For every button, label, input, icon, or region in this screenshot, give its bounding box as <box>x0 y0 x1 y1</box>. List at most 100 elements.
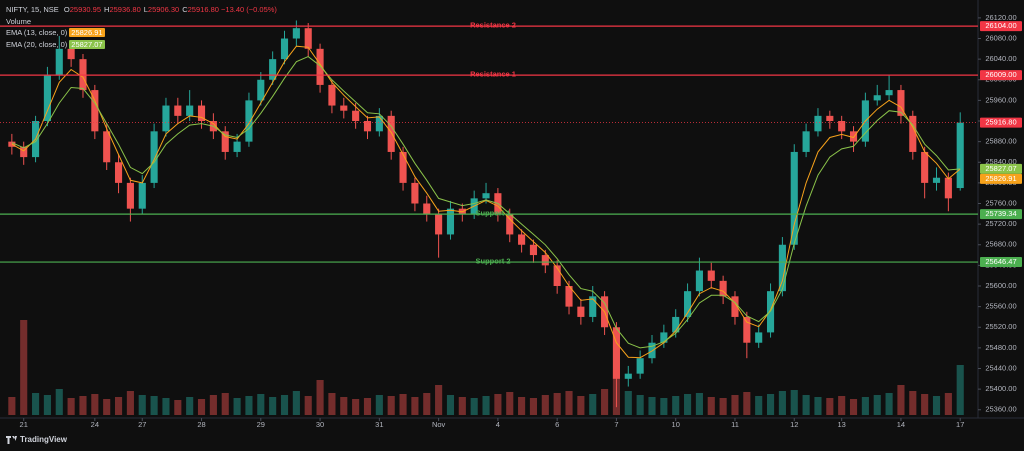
volume-bar <box>601 389 609 415</box>
legend-name: EMA (20, close, 0) <box>6 39 68 49</box>
candle-body <box>553 265 561 287</box>
ohlc-key: C <box>182 5 188 14</box>
candle-body <box>814 115 822 132</box>
candle-body <box>790 151 798 245</box>
x-tick-label: 27 <box>138 420 146 429</box>
candle-body <box>506 213 514 235</box>
candle-body <box>411 182 419 204</box>
volume-bar <box>126 391 134 415</box>
candle-body <box>292 28 300 39</box>
price-tag <box>980 257 1022 268</box>
ohlc-value: 25916.80 <box>187 5 219 14</box>
y-tick-label: 25560.00 <box>985 302 1016 311</box>
candle-body <box>518 234 526 245</box>
volume-bar <box>897 385 905 415</box>
y-tick-label: 26120.00 <box>985 13 1016 22</box>
volume-bar <box>257 394 265 415</box>
candle-body <box>150 131 158 183</box>
candle-body <box>695 270 703 292</box>
volume-bar <box>91 394 99 415</box>
y-tick-label: 25520.00 <box>985 322 1016 331</box>
price-tag-label: 25826.91 <box>985 174 1016 183</box>
branding[interactable]: TradingView <box>20 435 67 444</box>
y-tick-label: 25600.00 <box>985 281 1016 290</box>
volume-bar <box>186 397 194 415</box>
candle-body <box>932 177 941 183</box>
volume-bar <box>8 397 16 415</box>
volume-bar <box>209 395 217 415</box>
y-tick-label: 25400.00 <box>985 384 1016 393</box>
y-tick-label: 26080.00 <box>985 33 1016 42</box>
candle-body <box>707 270 715 281</box>
x-tick-label: 29 <box>257 420 265 429</box>
y-tick-label: 25360.00 <box>985 405 1016 414</box>
volume-bar <box>233 398 241 415</box>
candle-body <box>103 131 111 163</box>
volume-bar <box>684 394 692 415</box>
x-tick-label: 4 <box>496 420 500 429</box>
volume-bar <box>399 394 407 415</box>
volume-bar <box>197 399 206 415</box>
y-tick-label: 25760.00 <box>985 198 1016 207</box>
volume-bar <box>553 393 561 415</box>
ohlc-key: L <box>143 5 148 14</box>
candle-body <box>482 193 490 199</box>
candle-body <box>20 146 28 158</box>
volume-bar <box>494 394 502 415</box>
volume-bar <box>435 385 443 415</box>
volume-bar <box>269 397 277 415</box>
ohlc-value: 25936.80 <box>109 5 141 14</box>
volume-bar <box>755 396 763 415</box>
candle-body <box>565 286 573 307</box>
volume-bar <box>802 395 810 415</box>
candle-body <box>138 182 146 209</box>
candle-body <box>684 291 692 317</box>
volume-bar <box>363 398 372 415</box>
volume-bar <box>32 393 40 415</box>
x-tick-label: 30 <box>316 420 324 429</box>
price-tag <box>980 21 1022 32</box>
volume-bar <box>352 399 360 415</box>
x-tick-label: 10 <box>672 420 680 429</box>
x-tick-label: 13 <box>838 420 846 429</box>
candle-body <box>67 48 75 60</box>
candle-body <box>577 306 585 317</box>
volume-bar <box>814 397 822 415</box>
volume-bar <box>778 391 786 415</box>
volume-bar <box>944 393 952 415</box>
volume-bar <box>838 396 846 415</box>
level-name: Support 1 <box>476 209 511 218</box>
candle-body <box>257 79 265 101</box>
x-tick-label: 14 <box>897 420 905 429</box>
candle-body <box>897 90 905 116</box>
candle-body <box>363 121 372 132</box>
volume-bar <box>304 396 312 415</box>
candle-body <box>126 182 134 209</box>
volume-bar <box>541 395 549 415</box>
logo[interactable] <box>6 435 17 444</box>
level-name: Support 2 <box>476 257 511 266</box>
legend-row: EMA (13, close, 0) 25826.91 <box>6 27 277 39</box>
volume-bar <box>529 398 538 415</box>
volume-bar <box>162 398 170 415</box>
volume-bar <box>518 397 526 415</box>
legend-value: 25827.07 <box>69 39 105 49</box>
volume-bar <box>695 393 703 415</box>
footer: TradingView <box>6 435 67 444</box>
volume-bar <box>660 398 668 415</box>
volume-bar <box>292 391 300 415</box>
x-tick-label: 12 <box>790 420 798 429</box>
price-tag-label: 25827.07 <box>985 164 1016 173</box>
candle-body <box>8 141 16 147</box>
volume-bar <box>932 396 941 415</box>
volume-bar <box>861 397 869 415</box>
y-tick-label: 25960.00 <box>985 95 1016 104</box>
candle-body <box>174 105 182 116</box>
volume-bar <box>707 397 715 415</box>
candle-body <box>221 131 229 152</box>
candle-body <box>612 327 620 379</box>
price-tag <box>980 173 1022 184</box>
candle-body <box>778 244 786 292</box>
candle-body <box>43 74 51 122</box>
candle-body <box>280 38 289 60</box>
